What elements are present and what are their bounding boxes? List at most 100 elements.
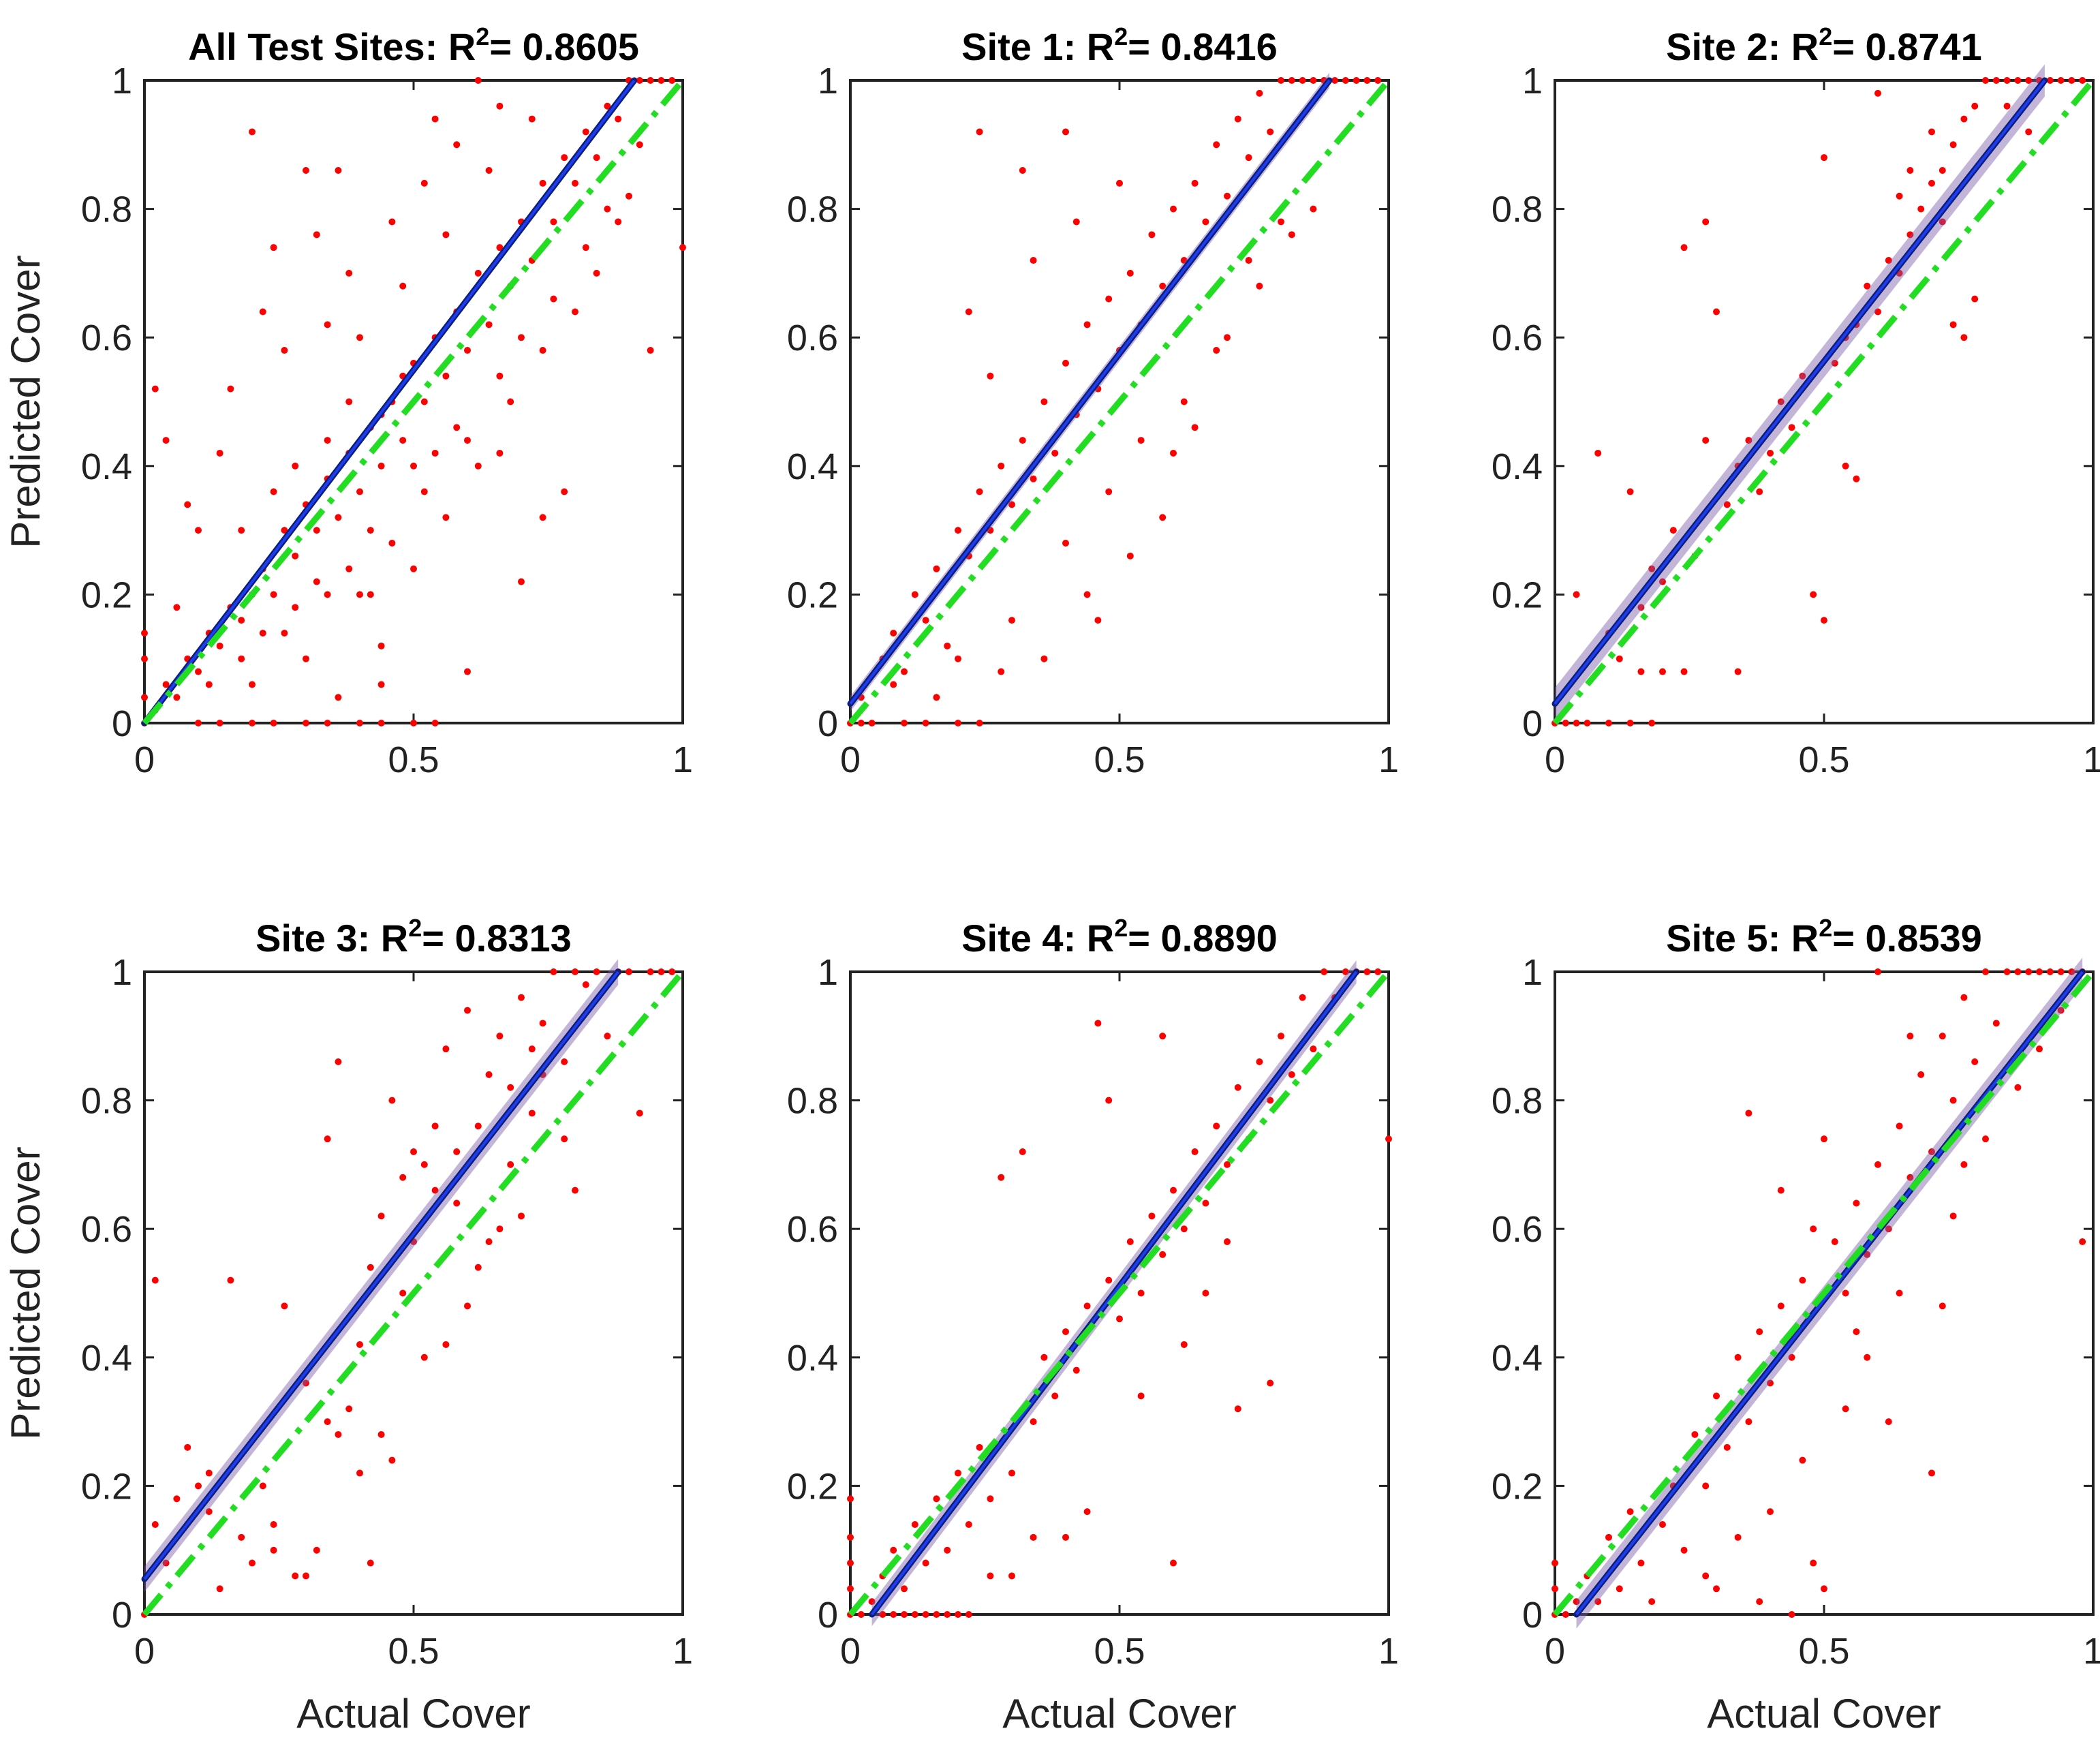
scatter-point — [1180, 257, 1188, 264]
scatter-point — [205, 681, 213, 688]
scatter-point — [955, 1611, 961, 1618]
scatter-point — [528, 115, 536, 123]
scatter-point — [1072, 218, 1080, 226]
scatter-point — [582, 244, 589, 251]
y-tick-label: 0.4 — [787, 1338, 838, 1379]
scatter-point — [1083, 1508, 1091, 1516]
scatter-point — [1928, 179, 1935, 187]
scatter-point — [528, 1109, 536, 1117]
scatter-point — [1702, 218, 1710, 226]
one-to-one-line — [848, 78, 1391, 725]
scatter-point — [238, 1533, 245, 1541]
scatter-point — [303, 655, 309, 662]
scatter-point — [987, 1572, 994, 1580]
scatter-point — [356, 591, 363, 598]
scatter-point — [1030, 475, 1037, 483]
scatter-point — [944, 1546, 951, 1554]
scatter-point — [324, 1135, 331, 1143]
x-tick-label: 1 — [1378, 739, 1399, 780]
scatter-point — [847, 1585, 854, 1593]
y-tick-label: 0.6 — [81, 318, 132, 358]
y-tick-label: 0 — [818, 1595, 838, 1636]
scatter-point — [270, 720, 277, 726]
scatter-point — [1767, 1508, 1774, 1516]
scatter-point — [453, 1199, 461, 1207]
scatter-point — [1896, 1289, 1903, 1297]
scatter-point — [1062, 1328, 1069, 1336]
scatter-point — [270, 591, 277, 598]
scatter-series — [1551, 968, 2086, 1618]
scatter-point — [1616, 655, 1623, 662]
scatter-point — [1626, 720, 1634, 726]
scatter-point — [1299, 77, 1306, 84]
scatter-point — [442, 372, 450, 380]
scatter-point — [2036, 1045, 2043, 1053]
scatter-point — [1767, 449, 1774, 457]
scatter-point — [1213, 1122, 1220, 1130]
scatter-point — [1982, 77, 1989, 84]
scatter-point — [464, 347, 471, 354]
scatter-point — [485, 1071, 493, 1078]
scatter-point — [1853, 1199, 1860, 1207]
y-tick-label: 0.4 — [1492, 1338, 1543, 1379]
x-tick-label: 0.5 — [1094, 739, 1145, 780]
scatter-point — [2003, 102, 2011, 110]
title-value: = 0.8313 — [422, 917, 572, 960]
scatter-point — [1939, 167, 1946, 174]
scatter-point — [922, 720, 929, 726]
scatter-point — [1191, 424, 1199, 431]
scatter-point — [2003, 968, 2011, 975]
scatter-point — [1777, 398, 1785, 405]
scatter-point — [141, 629, 148, 637]
scatter-point — [377, 681, 385, 688]
scatter-point — [1288, 77, 1295, 84]
y-tick-label: 0.8 — [1492, 1081, 1543, 1122]
scatter-point — [1799, 372, 1806, 380]
scatter-point — [1982, 968, 1989, 975]
scatter-point — [1310, 1045, 1317, 1053]
scatter-point — [388, 1097, 396, 1104]
panel-4: 0 0.5 1 0 0.2 0.4 0.6 0.8 1 Site 3: R2= 0.8313 Act… — [3, 914, 693, 1736]
y-tick-label: 1 — [818, 952, 838, 993]
scatter-point — [216, 1585, 223, 1593]
scatter-point — [1019, 167, 1026, 174]
scatter-point — [1331, 77, 1338, 84]
scatter-point — [1745, 1418, 1752, 1426]
scatter-point — [464, 437, 471, 444]
scatter-point — [1310, 77, 1317, 84]
scatter-point — [303, 1379, 309, 1387]
scatter-point — [636, 77, 643, 84]
scatter-point — [1906, 167, 1914, 174]
scatter-point — [615, 218, 622, 226]
title-superscript: 2 — [1819, 914, 1832, 942]
scatter-point — [420, 1161, 428, 1168]
scatter-point — [1191, 179, 1199, 187]
scatter-point — [604, 1032, 611, 1040]
scatter-point — [1363, 968, 1371, 975]
scatter-point — [1224, 1161, 1231, 1168]
scatter-point — [1278, 77, 1284, 84]
scatter-point — [1928, 1469, 1935, 1477]
scatter-point — [901, 1611, 908, 1618]
scatter-point — [1245, 154, 1252, 162]
scatter-point — [420, 179, 428, 187]
y-tick-label: 0.2 — [787, 575, 838, 615]
scatter-point — [528, 1045, 536, 1053]
scatter-point — [1030, 1418, 1037, 1426]
scatter-point — [442, 514, 450, 521]
scatter-point — [965, 1611, 972, 1618]
scatter-point — [1853, 1328, 1860, 1336]
scatter-point — [1105, 295, 1113, 303]
panel-title: Site 4: R2= 0.8890 — [961, 914, 1278, 960]
scatter-point — [377, 720, 385, 726]
scatter-point — [324, 437, 331, 444]
scatter-point — [868, 720, 876, 726]
scatter-point — [1864, 282, 1871, 290]
x-axis-label: Actual Cover — [1002, 1691, 1236, 1736]
scatter-point — [1659, 578, 1666, 585]
title-text: All Test Sites: R — [188, 25, 476, 68]
scatter-point — [1680, 668, 1688, 675]
scatter-point — [1810, 1559, 1817, 1567]
title-text: Site 1: R — [961, 25, 1114, 68]
scatter-point — [1267, 128, 1274, 136]
